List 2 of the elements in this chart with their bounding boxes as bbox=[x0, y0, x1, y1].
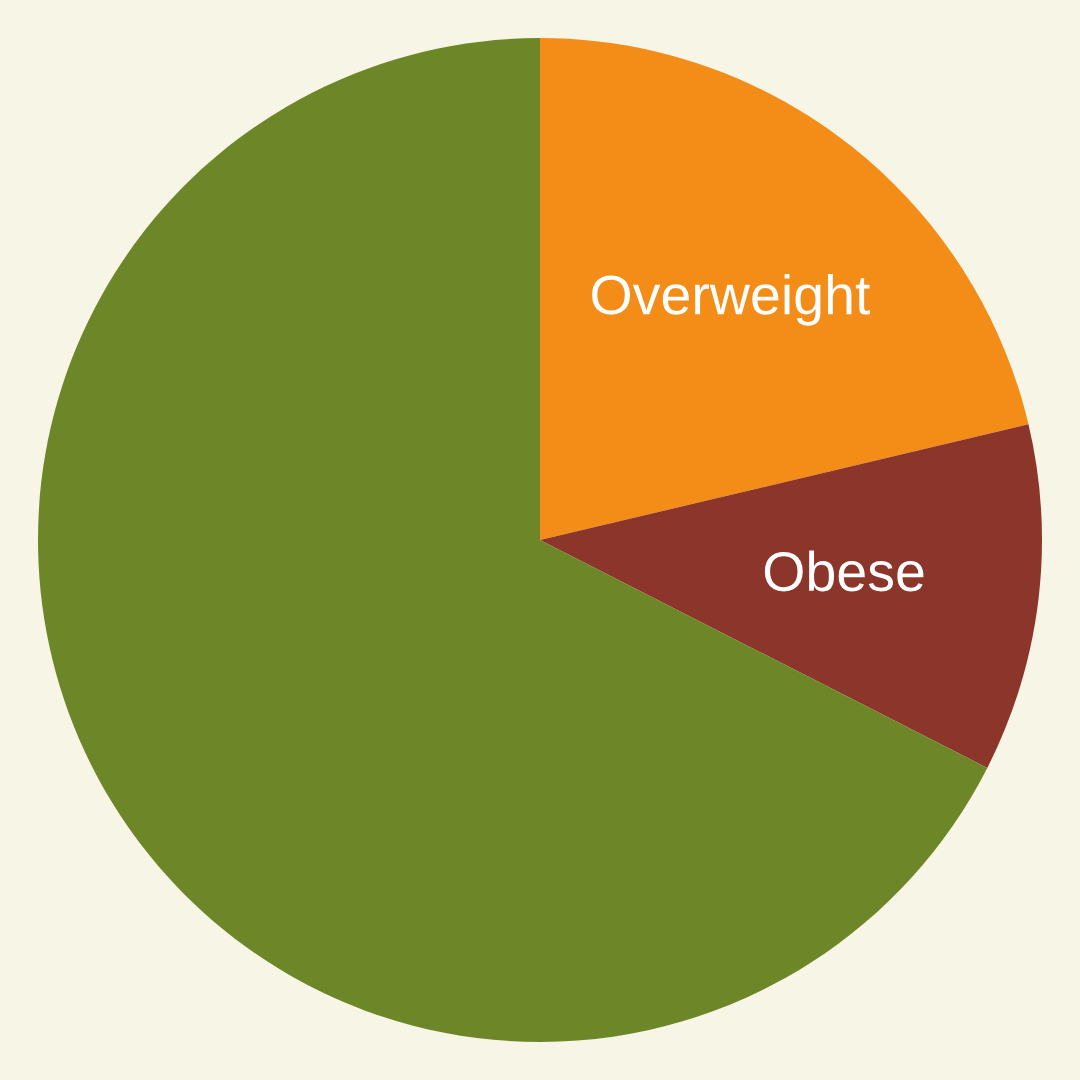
slice-label: Overweight bbox=[592, 273, 871, 326]
slice-label: Obese bbox=[764, 550, 924, 592]
